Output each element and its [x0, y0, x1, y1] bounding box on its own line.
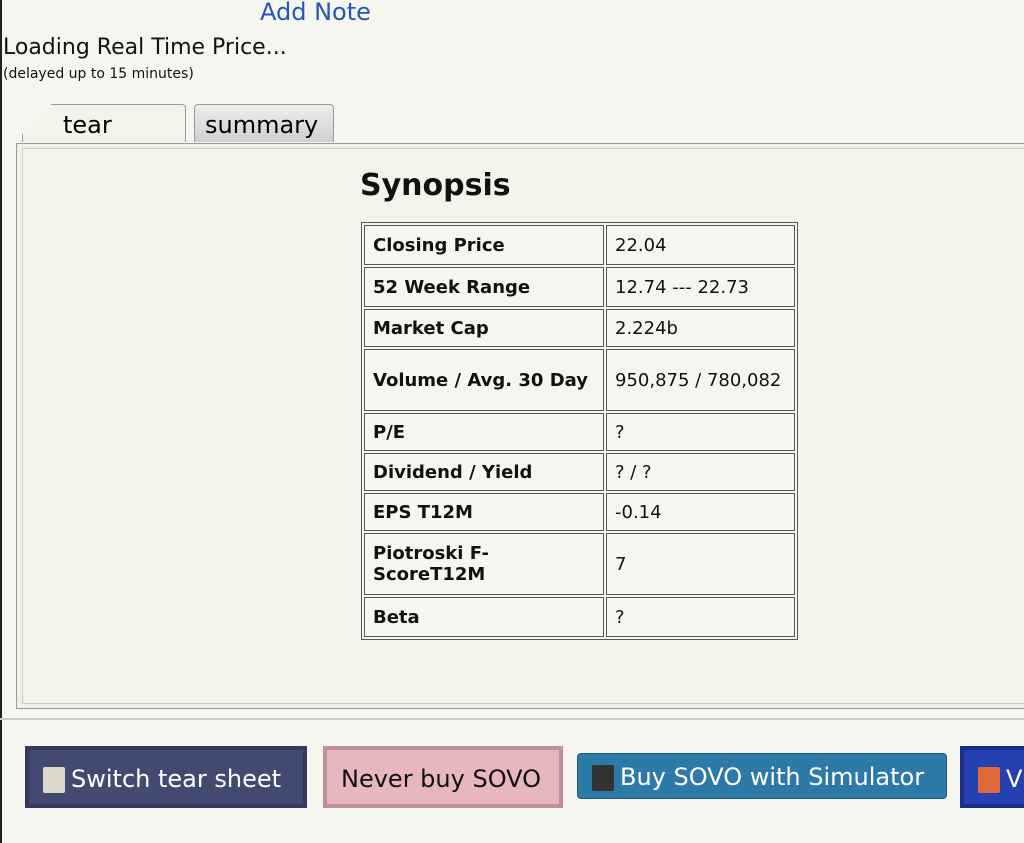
tab-summary[interactable]: summary: [194, 104, 334, 142]
row-label: Volume / Avg. 30 Day: [364, 349, 604, 411]
tab-tear-sheet[interactable]: tear sheet: [22, 104, 186, 142]
row-value: 950,875 / 780,082: [606, 349, 795, 411]
row-label: 52 Week Range: [364, 267, 604, 307]
window-border: [0, 0, 2, 843]
row-value: ?: [606, 413, 795, 451]
buy-label: Buy SOVO with Simulator: [620, 763, 925, 791]
row-label: Market Cap: [364, 309, 604, 347]
never-buy-button[interactable]: Never buy SOVO: [323, 746, 563, 808]
cube-icon: [592, 765, 614, 791]
row-label: Closing Price: [364, 225, 604, 265]
never-label: Never buy SOVO: [341, 765, 542, 793]
synopsis-row: Piotroski F-ScoreT12M 7: [364, 533, 795, 595]
row-value: 12.74 --- 22.73: [606, 267, 795, 307]
synopsis-title: Synopsis: [360, 168, 511, 203]
row-label: Beta: [364, 597, 604, 637]
synopsis-row: Volume / Avg. 30 Day 950,875 / 780,082: [364, 349, 795, 411]
partial-button[interactable]: V: [960, 746, 1024, 808]
row-value: 7: [606, 533, 795, 595]
synopsis-row: Closing Price 22.04: [364, 225, 795, 265]
row-value: 22.04: [606, 225, 795, 265]
buy-simulator-button[interactable]: Buy SOVO with Simulator: [577, 753, 947, 799]
row-value: ?: [606, 597, 795, 637]
loading-price-text: Loading Real Time Price...: [3, 35, 287, 60]
row-value: ? / ?: [606, 453, 795, 491]
partial-label: V: [1006, 765, 1023, 793]
switch-tear-sheet-button[interactable]: Switch tear sheet: [25, 746, 307, 808]
row-label: P/E: [364, 413, 604, 451]
clipboard-icon: [43, 767, 65, 793]
synopsis-row: Dividend / Yield? / ?: [364, 453, 795, 491]
row-label: EPS T12M: [364, 493, 604, 531]
chart-icon: [978, 767, 1000, 793]
synopsis-row: Beta?: [364, 597, 795, 637]
row-label: Piotroski F-ScoreT12M: [364, 533, 604, 595]
delay-note: (delayed up to 15 minutes): [3, 66, 194, 82]
synopsis-row: 52 Week Range 12.74 --- 22.73: [364, 267, 795, 307]
row-value: 2.224b: [606, 309, 795, 347]
divider: [0, 718, 1024, 720]
synopsis-row: EPS T12M -0.14: [364, 493, 795, 531]
synopsis-row: Market Cap 2.224b: [364, 309, 795, 347]
synopsis-row: P/E?: [364, 413, 795, 451]
add-note-link[interactable]: Add Note: [260, 0, 371, 26]
synopsis-table: Closing Price 22.04 52 Week Range 12.74 ---…: [361, 222, 798, 640]
row-label: Dividend / Yield: [364, 453, 604, 491]
switch-label: Switch tear sheet: [71, 765, 282, 793]
row-value: -0.14: [606, 493, 795, 531]
